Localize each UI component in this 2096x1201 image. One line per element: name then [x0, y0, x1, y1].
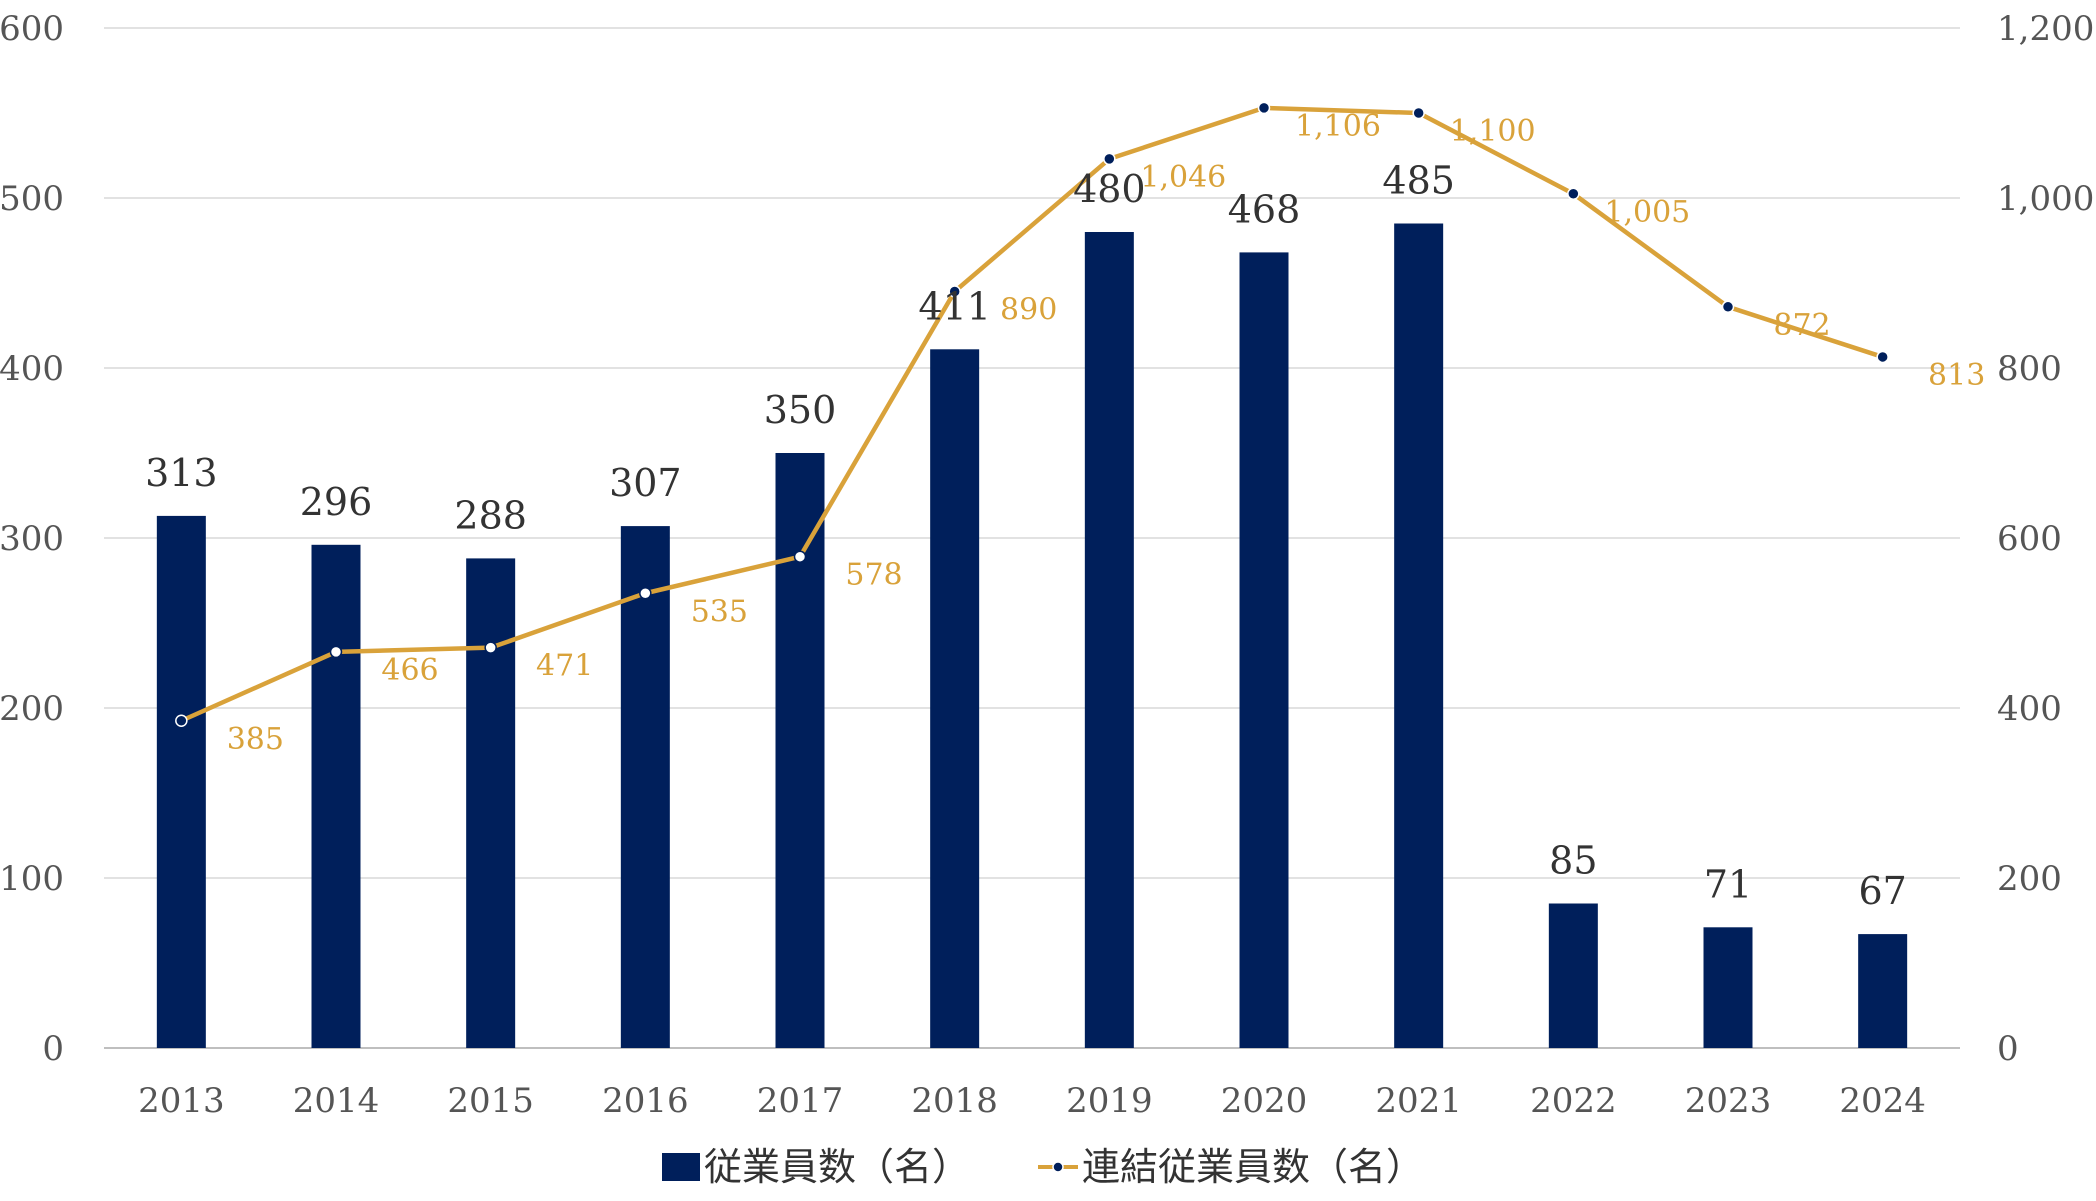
y-left-tick-label: 0 [42, 1029, 64, 1069]
y-right-tick-label: 400 [1997, 689, 2062, 729]
line-data-label: 872 [1773, 308, 1830, 343]
line-data-label: 466 [381, 653, 438, 688]
y-left-tick-label: 600 [0, 9, 64, 49]
line-data-label: 1,106 [1295, 109, 1381, 144]
y-left-tick-label: 200 [0, 689, 64, 729]
bar-data-label: 288 [454, 493, 527, 537]
line-data-label: 535 [691, 594, 748, 629]
y-right-tick-label: 1,200 [1997, 9, 2094, 49]
bar [1239, 252, 1289, 1048]
x-tick-label: 2023 [1685, 1081, 1772, 1121]
x-tick-label: 2017 [757, 1081, 844, 1121]
bar-data-label: 85 [1549, 839, 1597, 883]
line-data-label: 890 [1000, 293, 1057, 328]
line-marker [175, 714, 188, 727]
bar-data-label: 480 [1073, 167, 1146, 211]
line-marker [948, 285, 961, 298]
x-tick-label: 2024 [1839, 1081, 1926, 1121]
x-tick-label: 2020 [1221, 1081, 1308, 1121]
line-data-label: 578 [845, 558, 902, 593]
x-tick-label: 2018 [911, 1081, 998, 1121]
line-data-label: 813 [1928, 358, 1985, 393]
line-marker [1567, 187, 1580, 200]
line-marker [484, 641, 497, 654]
line-marker [793, 550, 807, 563]
x-tick-label: 2015 [447, 1081, 534, 1121]
bar [775, 453, 825, 1048]
bar [1548, 903, 1598, 1048]
line-marker [1103, 152, 1116, 166]
y-left-tick-label: 300 [0, 519, 64, 559]
legend-line-marker [1052, 1161, 1064, 1173]
bar-data-label: 468 [1228, 187, 1301, 231]
bar [1394, 223, 1444, 1048]
legend-bar-label: 従業員数（名） [704, 1145, 970, 1189]
line-data-label: 385 [227, 722, 284, 757]
bar [466, 558, 516, 1048]
bar [1703, 927, 1753, 1048]
y-right-tick-label: 200 [1997, 859, 2062, 899]
x-tick-label: 2021 [1375, 1081, 1462, 1121]
bar-data-label: 67 [1858, 869, 1906, 913]
axes: 0 100 200 300 400 500 600 0 200 400 600 800 1,000 1,2… [0, 9, 2094, 1121]
y-right-tick-label: 600 [1997, 519, 2062, 559]
bar-data-label: 313 [145, 451, 218, 495]
line-marker [639, 587, 652, 600]
bar [1084, 232, 1134, 1048]
bar [156, 515, 206, 1048]
bar [620, 526, 670, 1048]
data-labels: 313 296 288 307 350 411 480 468 485 85 71 67 385 466 4… [145, 109, 1985, 913]
line-data-label: 1,046 [1140, 160, 1226, 195]
bar-series [156, 223, 1908, 1048]
line-marker [1257, 101, 1271, 115]
bar-data-label: 71 [1704, 862, 1752, 906]
line-marker [1412, 106, 1425, 120]
bar-data-label: 411 [918, 284, 991, 328]
line-data-label: 471 [536, 649, 593, 684]
bar [930, 349, 980, 1048]
x-tick-label: 2013 [138, 1081, 225, 1121]
bar [311, 544, 361, 1048]
x-tick-label: 2022 [1530, 1081, 1617, 1121]
y-left-tick-label: 500 [0, 179, 64, 219]
bar-data-label: 485 [1382, 159, 1455, 203]
line-path [180, 105, 1884, 723]
bar-data-label: 307 [609, 461, 682, 505]
line-data-label: 1,005 [1604, 195, 1690, 230]
line-marker [329, 645, 343, 659]
bar-data-label: 350 [764, 388, 837, 432]
x-tick-label: 2016 [602, 1081, 689, 1121]
y-right-tick-label: 800 [1997, 349, 2062, 389]
gridlines [104, 27, 1960, 1049]
legend-line-label: 連結従業員数（名） [1082, 1145, 1424, 1189]
line-marker [1721, 300, 1735, 314]
line-data-label: 1,100 [1450, 114, 1536, 149]
y-right-tick-label: 1,000 [1997, 179, 2094, 219]
y-right-tick-label: 0 [1997, 1029, 2019, 1069]
line-marker [1876, 350, 1889, 364]
line-series [175, 101, 1889, 727]
bar-data-label: 296 [300, 480, 373, 524]
y-left-tick-label: 400 [0, 349, 64, 389]
legend: 従業員数（名） 連結従業員数（名） [662, 1145, 1424, 1189]
y-left-tick-label: 100 [0, 859, 64, 899]
x-tick-label: 2014 [293, 1081, 380, 1121]
x-tick-label: 2019 [1066, 1081, 1153, 1121]
legend-bar-swatch [662, 1153, 700, 1181]
bar [1858, 934, 1908, 1048]
